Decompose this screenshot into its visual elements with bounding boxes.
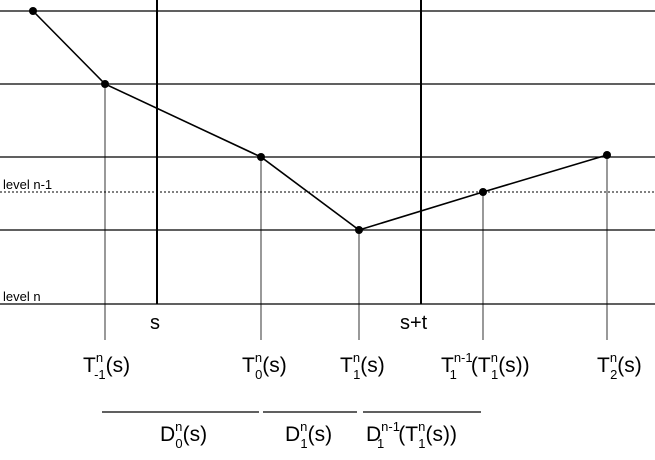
label-t-1-nested: Tn-1 1 (Tn 1(s)) bbox=[441, 350, 530, 382]
node-t-2 bbox=[603, 151, 611, 159]
label-t-minus-1: Tn -1(s) bbox=[83, 350, 130, 382]
label-t-2: Tn 2(s) bbox=[597, 350, 642, 382]
level-n-minus-1-label: level n-1 bbox=[3, 177, 52, 192]
node-t-0 bbox=[257, 153, 265, 161]
label-d-0: Dn 0(s) bbox=[160, 419, 207, 451]
drop-lines bbox=[104, 84, 608, 340]
s-label: s bbox=[150, 312, 160, 334]
path-nodes bbox=[29, 7, 611, 234]
node-t-minus-1 bbox=[101, 80, 109, 88]
horizontal-lines bbox=[0, 10, 655, 305]
label-d-1: Dn 1(s) bbox=[285, 419, 332, 451]
node-start bbox=[29, 7, 37, 15]
path-polyline bbox=[32, 10, 608, 231]
node-t-1-nested bbox=[479, 188, 487, 196]
node-t-1 bbox=[355, 226, 363, 234]
level-n-label: level n bbox=[3, 289, 41, 304]
label-t-0: Tn 0(s) bbox=[242, 350, 287, 382]
label-d-1-nested: Dn-1 1 (Tn 1(s)) bbox=[366, 419, 457, 451]
s-plus-t-label: s+t bbox=[400, 312, 428, 334]
label-t-1: Tn 1(s) bbox=[340, 350, 385, 382]
